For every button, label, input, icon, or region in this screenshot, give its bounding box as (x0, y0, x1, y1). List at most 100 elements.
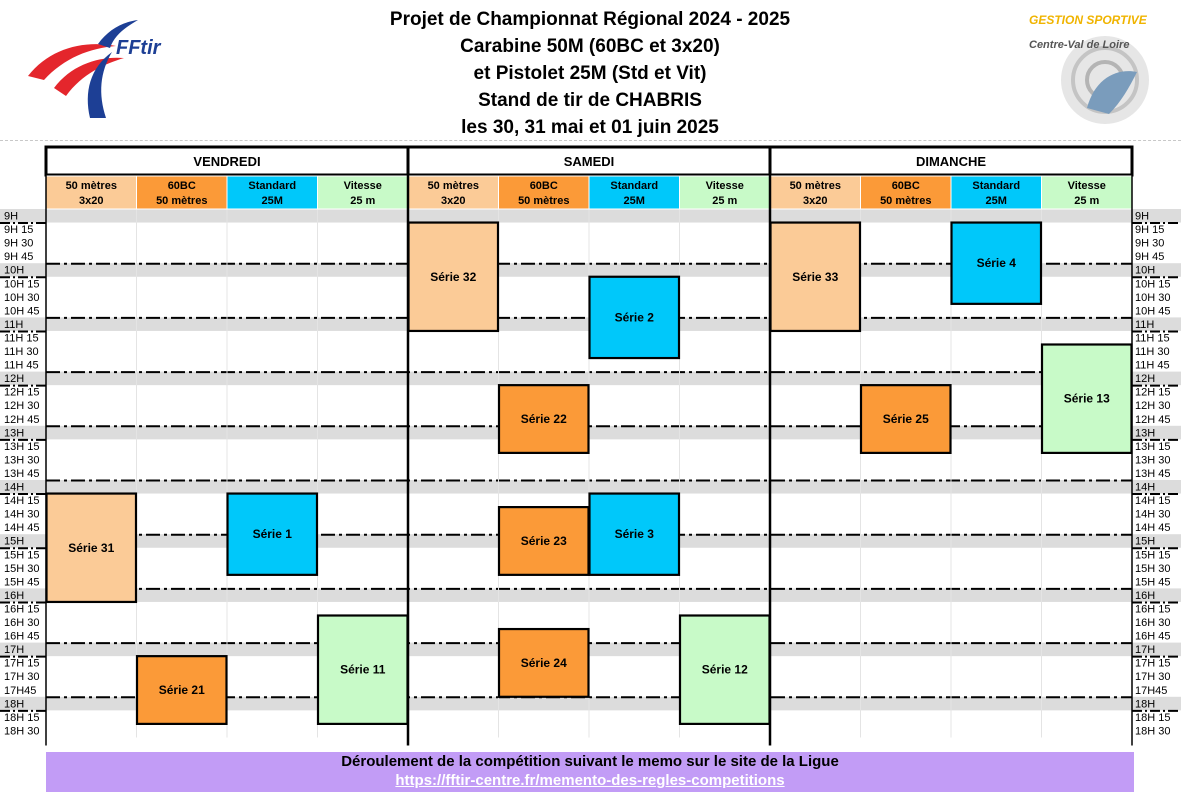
column-header-sublabel: 25 m (350, 195, 375, 207)
time-label-right: 18H 30 (1135, 725, 1170, 737)
time-label-right: 9H (1135, 211, 1149, 223)
time-label-right: 12H 45 (1135, 414, 1170, 426)
column-header-sublabel: 3x20 (79, 195, 103, 207)
time-label-right: 15H (1135, 536, 1155, 548)
time-label-right: 10H 30 (1135, 292, 1170, 304)
series-block[interactable] (45, 492, 138, 604)
column-header-label: 60BC (530, 180, 558, 192)
column-header (226, 175, 318, 210)
series-block[interactable] (316, 614, 409, 726)
time-label-left: 14H 45 (4, 522, 39, 534)
series-block[interactable] (407, 221, 500, 333)
column-header (45, 175, 137, 210)
time-label-left: 14H 15 (4, 495, 39, 507)
title-line-5: les 30, 31 mai et 01 juin 2025 (461, 117, 719, 138)
hour-band (0, 642, 1181, 657)
time-label-right: 11H 15 (1135, 332, 1170, 344)
series-label: Série 12 (702, 663, 748, 677)
column-header (136, 175, 228, 210)
time-label-right: 12H 30 (1135, 400, 1170, 412)
time-label-left: 13H 30 (4, 454, 39, 466)
series-label: Série 3 (615, 527, 655, 541)
time-label-left: 15H 45 (4, 576, 39, 588)
series-block[interactable] (950, 221, 1043, 305)
centre-val-de-loire-text: Centre-Val de Loire (1029, 39, 1129, 51)
column-header-label: 50 mètres (66, 180, 117, 192)
time-label-right: 17H 15 (1135, 658, 1170, 670)
series-block[interactable] (588, 492, 681, 576)
time-label-left: 11H 15 (4, 332, 39, 344)
column-header-sublabel: 3x20 (441, 195, 465, 207)
series-label: Série 32 (430, 270, 476, 284)
time-label-left: 10H 30 (4, 292, 39, 304)
series-block[interactable] (497, 384, 590, 454)
gestion-sportive-text: GESTION SPORTIVE (1029, 13, 1148, 27)
time-label-right: 16H 15 (1135, 603, 1170, 615)
series-block[interactable] (497, 627, 590, 698)
document-title: Projet de Championnat Régional 2024 - 20… (300, 6, 880, 141)
column-header-label: 50 mètres (428, 180, 479, 192)
time-label-right: 17H45 (1135, 685, 1167, 697)
time-label-right: 12H 15 (1135, 387, 1170, 399)
time-label-left: 11H 45 (4, 360, 39, 372)
column-header-sublabel: 25M (986, 195, 1007, 207)
series-block[interactable] (135, 655, 228, 726)
day-label: VENDREDI (193, 154, 260, 169)
time-label-right: 11H (1135, 319, 1154, 331)
time-label-right: 10H 45 (1135, 305, 1170, 317)
time-label-left: 9H 15 (4, 224, 33, 236)
series-block[interactable] (226, 492, 319, 576)
time-label-right: 14H 15 (1135, 495, 1170, 507)
time-label-right: 11H 45 (1135, 360, 1170, 372)
memento-link[interactable]: https://fftir-centre.fr/memento-des-regl… (395, 772, 785, 789)
footer-note: Déroulement de la compétition suivant le… (341, 753, 839, 770)
series-block[interactable] (1040, 343, 1133, 455)
time-label-right: 12H (1135, 373, 1155, 385)
time-label-right: 10H 15 (1135, 278, 1170, 290)
time-label-left: 9H (4, 211, 18, 223)
footer-banner: Déroulement de la compétition suivant le… (46, 752, 1134, 792)
time-label-left: 16H 15 (4, 603, 39, 615)
series-label: Série 23 (521, 534, 567, 548)
column-header (498, 175, 590, 210)
time-label-right: 13H 45 (1135, 468, 1170, 480)
time-label-left: 13H (4, 427, 24, 439)
hour-band (0, 371, 1181, 386)
time-label-left: 11H (4, 319, 23, 331)
column-header (317, 175, 409, 210)
column-header-label: Standard (610, 180, 658, 192)
column-header (950, 175, 1042, 210)
hour-band (0, 425, 1181, 440)
column-header (1041, 175, 1133, 210)
time-label-left: 18H 30 (4, 725, 39, 737)
series-block[interactable] (769, 221, 862, 333)
time-label-left: 17H45 (4, 685, 36, 697)
series-block[interactable] (588, 275, 681, 360)
time-label-right: 9H 45 (1135, 251, 1164, 263)
time-label-left: 14H (4, 482, 24, 494)
column-header-sublabel: 25 m (1074, 195, 1099, 207)
series-label: Série 25 (883, 412, 929, 426)
column-header-label: Standard (972, 180, 1020, 192)
time-label-left: 15H 30 (4, 563, 39, 575)
time-label-left: 16H 30 (4, 617, 39, 629)
time-label-left: 16H (4, 590, 24, 602)
time-label-right: 18H 15 (1135, 712, 1170, 724)
series-block[interactable] (678, 614, 771, 726)
time-label-left: 12H (4, 373, 24, 385)
hour-band (0, 209, 1181, 223)
time-label-right: 9H 15 (1135, 224, 1164, 236)
time-label-right: 13H (1135, 427, 1155, 439)
series-block[interactable] (859, 384, 952, 454)
time-label-right: 15H 30 (1135, 563, 1170, 575)
time-label-right: 16H 30 (1135, 617, 1170, 629)
gestion-sportive-logo: GESTION SPORTIVE Centre-Val de Loire (1029, 13, 1149, 124)
column-header-sublabel: 50 mètres (518, 195, 569, 207)
time-label-right: 17H 30 (1135, 671, 1170, 683)
time-label-left: 10H 45 (4, 305, 39, 317)
time-label-left: 18H 15 (4, 712, 39, 724)
time-label-right: 14H 45 (1135, 522, 1170, 534)
time-label-right: 16H 45 (1135, 631, 1170, 643)
time-label-left: 12H 30 (4, 400, 39, 412)
